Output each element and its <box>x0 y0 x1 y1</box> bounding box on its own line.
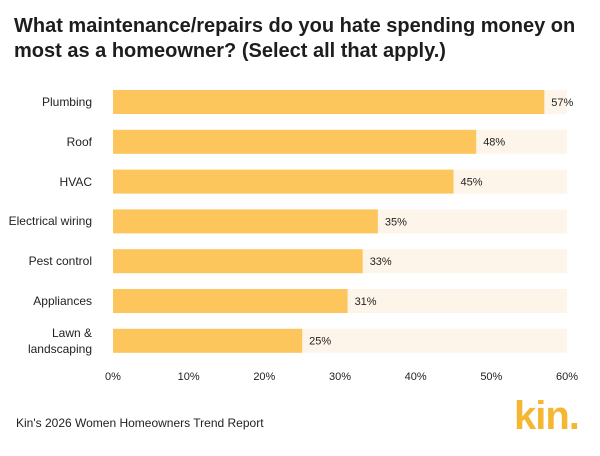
category-label: Electrical wiring <box>8 214 92 229</box>
bar <box>113 90 545 114</box>
category-label: Plumbing <box>41 95 92 109</box>
bar <box>113 289 348 313</box>
bar <box>113 129 477 154</box>
value-label: 45% <box>461 177 483 189</box>
category-label: Pest control <box>28 254 92 269</box>
brand-logo: kin. <box>514 394 580 438</box>
value-label: 48% <box>483 137 505 149</box>
value-label: 31% <box>355 296 377 308</box>
x-tick-label: 20% <box>253 371 275 383</box>
x-tick-label: 50% <box>480 371 502 383</box>
category-label: Roof <box>66 134 92 149</box>
value-label: 33% <box>370 256 392 268</box>
x-tick-label: 30% <box>329 371 351 383</box>
footer: Kin's 2026 Women Homeowners Trend Report <box>16 416 264 430</box>
category-label: Appliances <box>33 294 92 308</box>
x-tick-label: 10% <box>178 371 200 383</box>
value-label: 57% <box>551 97 573 109</box>
bar <box>113 209 378 234</box>
x-tick-label: 60% <box>556 371 578 383</box>
value-label: 35% <box>385 216 407 228</box>
x-tick-label: 0% <box>105 371 121 383</box>
bar <box>113 328 303 353</box>
bar <box>113 249 363 274</box>
bar <box>113 169 454 194</box>
value-label: 25% <box>309 336 331 348</box>
category-label: Lawn & landscaping <box>27 325 92 356</box>
chart-title: What maintenance/repairs do you hate spe… <box>14 15 576 62</box>
category-label: HVAC <box>59 174 92 189</box>
x-tick-label: 40% <box>405 371 427 383</box>
